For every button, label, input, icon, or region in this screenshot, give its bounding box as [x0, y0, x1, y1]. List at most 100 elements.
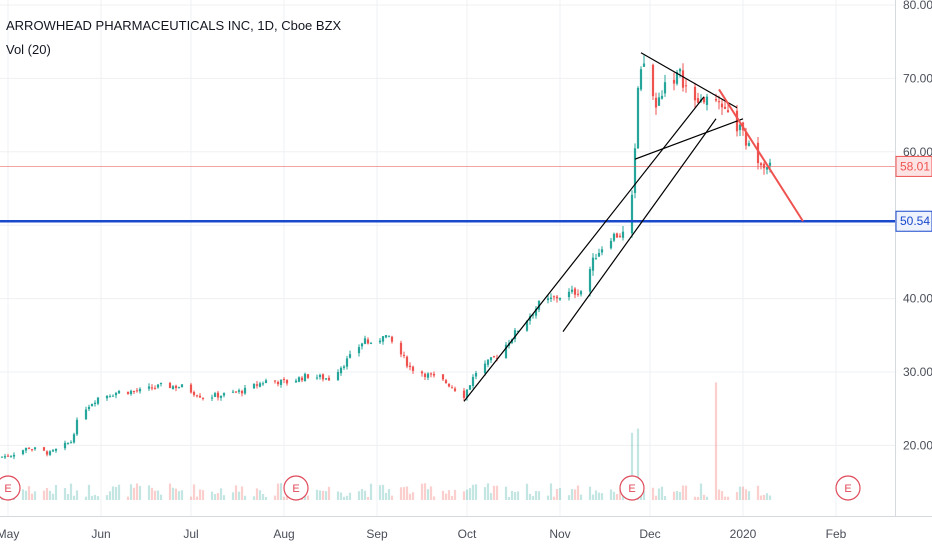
volume-bar — [222, 495, 226, 500]
candle-body — [153, 387, 157, 389]
candle-body — [366, 339, 370, 344]
volume-bar — [762, 494, 766, 500]
candle-body — [408, 365, 412, 368]
candle-body — [528, 316, 532, 321]
candle-body — [324, 378, 328, 380]
candle-body — [387, 335, 391, 337]
candle-body — [126, 391, 130, 394]
time-tick-label: Dec — [639, 527, 660, 541]
volume-bar — [657, 488, 661, 500]
volume-bar — [216, 493, 220, 500]
rising-channel-parallel-line[interactable] — [562, 118, 717, 332]
candle-body — [222, 393, 226, 396]
triangle-lower-line[interactable] — [634, 118, 744, 160]
candle-body — [474, 372, 478, 377]
volume-bar — [738, 486, 742, 500]
rising-channel-support-line[interactable] — [463, 96, 705, 402]
volume-bar — [306, 495, 310, 500]
axes — [0, 0, 932, 517]
volume-bar — [51, 493, 55, 500]
candle-body — [579, 291, 583, 295]
candle-body — [546, 298, 550, 301]
candle-body — [639, 69, 643, 90]
volume-bar — [537, 491, 541, 500]
volume-bar — [147, 485, 151, 500]
candle-body — [702, 97, 706, 103]
candle-body — [717, 101, 721, 103]
projection-line[interactable] — [718, 88, 804, 222]
candle-body — [738, 124, 742, 131]
volume-indicator-label[interactable]: Vol (20) — [6, 42, 51, 57]
candle-body — [390, 336, 394, 342]
earnings-marker[interactable]: E — [619, 475, 645, 501]
volume-bar — [258, 490, 262, 500]
volume-bar — [237, 491, 241, 500]
earnings-marker[interactable]: E — [0, 475, 21, 501]
candle-body — [84, 409, 88, 420]
candle-body — [159, 383, 163, 385]
candle-body — [369, 342, 373, 344]
candle-body — [756, 142, 760, 164]
volume-bar — [600, 493, 604, 500]
volume-bar — [84, 496, 88, 500]
candle-body — [531, 314, 535, 316]
volume-bar — [153, 490, 157, 500]
candle-body — [216, 392, 220, 398]
candle-body — [243, 387, 247, 394]
volume-bar — [255, 488, 259, 500]
volume-bar — [504, 486, 508, 500]
candle-body — [213, 393, 217, 397]
candle-body — [285, 379, 289, 384]
candle-body — [591, 257, 595, 271]
badge-price-text: 50.54 — [900, 214, 930, 228]
candle-body — [486, 359, 490, 365]
earnings-letter: E — [628, 483, 635, 495]
horizontal-line-badge: 50.54 — [895, 210, 932, 232]
volume-bar — [552, 496, 556, 500]
candle-body — [27, 447, 31, 449]
volume-bar — [672, 491, 676, 500]
candle-body — [33, 447, 37, 450]
candle-body — [705, 96, 709, 105]
candle-body — [63, 442, 67, 449]
volume-bar — [315, 489, 319, 500]
volume-bar — [609, 489, 613, 500]
candle-body — [195, 395, 199, 397]
volume-bar — [726, 496, 730, 500]
volume-bar — [321, 490, 325, 500]
volume-bar — [591, 494, 595, 500]
volume-bar — [114, 486, 118, 500]
volume-bar — [366, 496, 370, 500]
volume-bar — [570, 489, 574, 500]
volume-bar — [327, 486, 331, 500]
candle-body — [483, 363, 487, 374]
volume-bar — [192, 484, 196, 500]
volume-bar — [675, 491, 679, 500]
time-tick-label: May — [0, 527, 19, 541]
symbol-title[interactable]: ARROWHEAD PHARMACEUTICALS INC, 1D, Cboe … — [6, 18, 342, 33]
price-badges: 58.01 50.54 — [895, 155, 932, 232]
earnings-marker[interactable]: E — [283, 475, 309, 501]
volume-bar — [339, 492, 343, 500]
candle-body — [630, 194, 634, 234]
volume-bar — [495, 485, 499, 500]
volume-bar — [24, 490, 28, 500]
candle-body — [192, 392, 196, 396]
earnings-marker[interactable]: E — [835, 475, 861, 501]
triangle-upper-line[interactable] — [640, 52, 738, 109]
candle-body — [66, 443, 70, 445]
volume-bar — [189, 496, 193, 500]
volume-bar — [384, 492, 388, 500]
candle-body — [636, 87, 640, 149]
volume-bar — [612, 491, 616, 500]
volume-bar — [93, 494, 97, 500]
time-tick-label: Jun — [91, 527, 110, 541]
volume-bar — [660, 486, 664, 500]
volume-bar — [231, 492, 235, 500]
volume-bar — [69, 483, 73, 500]
candle-body — [261, 383, 265, 385]
volume-bar — [273, 495, 277, 500]
volume-bar — [75, 490, 79, 500]
